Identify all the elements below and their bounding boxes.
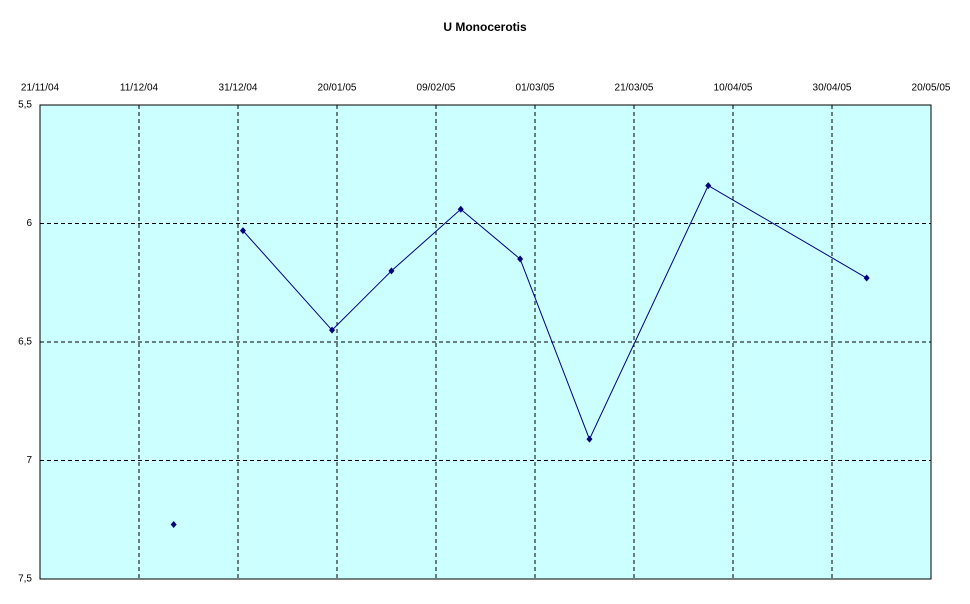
x-tick-label: 10/04/05	[714, 83, 753, 94]
y-tick-label: 5,5	[18, 100, 32, 111]
marker	[517, 255, 524, 263]
marker	[705, 182, 712, 190]
x-tick-label: 01/03/05	[516, 83, 555, 94]
y-tick-label: 6	[26, 218, 32, 229]
marker	[170, 520, 177, 528]
marker	[329, 326, 336, 334]
x-tick-label: 20/05/05	[912, 83, 951, 94]
y-tick-label: 6,5	[18, 337, 32, 348]
line	[242, 184, 867, 441]
marker	[239, 227, 246, 235]
marker	[457, 205, 464, 213]
plot-border	[39, 104, 932, 580]
x-tick-label: 20/01/05	[318, 83, 357, 94]
y-tick-label: 7,5	[18, 574, 32, 585]
x-tick-label: 30/04/05	[813, 83, 852, 94]
x-tick-label: 21/03/05	[615, 83, 654, 94]
x-tick-label: 21/11/04	[21, 83, 60, 94]
y-tick-label: 7	[26, 455, 32, 466]
marker	[863, 274, 870, 282]
chart-title: U Monocerotis	[443, 20, 527, 34]
x-tick-label: 31/12/04	[219, 83, 258, 94]
marker	[388, 267, 395, 275]
x-tick-label: 09/02/05	[417, 83, 456, 94]
x-tick-label: 11/12/04	[120, 83, 159, 94]
marker	[586, 435, 593, 443]
